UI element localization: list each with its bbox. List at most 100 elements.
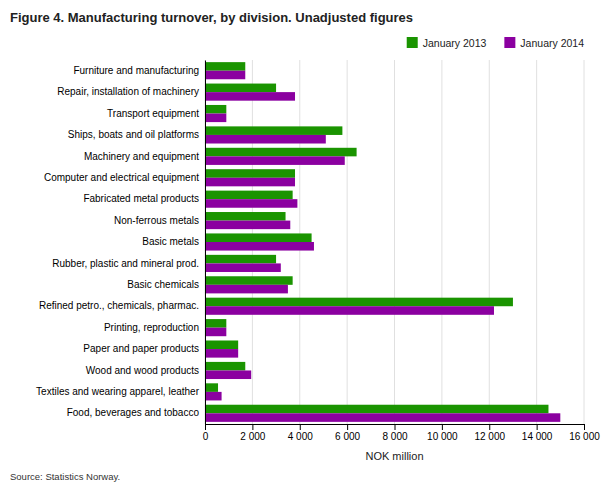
category-label: Printing, reproduction — [104, 322, 199, 333]
tick-mark — [300, 424, 301, 430]
tick-label: 16 000 — [569, 431, 600, 442]
bar — [205, 148, 357, 157]
bar — [205, 191, 293, 200]
grid-line — [489, 60, 490, 424]
legend-item: January 2013 — [407, 37, 487, 49]
category-label: Paper and paper products — [83, 343, 199, 354]
tick: 12 000 — [474, 424, 505, 442]
legend-swatch — [504, 37, 515, 48]
tick: Fabricated metal products — [83, 193, 205, 204]
grid-line — [536, 60, 537, 424]
tick-label: 4 000 — [288, 431, 313, 442]
bar — [205, 306, 494, 315]
tick: Refined petro., chemicals, pharmac. — [39, 300, 205, 311]
bar — [205, 242, 314, 251]
bar — [205, 383, 218, 392]
tick: Basic chemicals — [127, 279, 205, 290]
legend-swatch — [407, 37, 418, 48]
legend-label: January 2014 — [520, 37, 584, 49]
tick: Basic metals — [142, 236, 205, 247]
legend: January 2013 January 2014 — [407, 37, 584, 49]
bar — [205, 298, 513, 307]
tick: Rubber, plastic and mineral prod. — [52, 258, 205, 269]
category-label: Computer and electrical equipment — [44, 172, 199, 183]
category-label: Non-ferrous metals — [114, 215, 199, 226]
tick-mark — [395, 424, 396, 430]
y-axis: Food, beverages and tobacco Textiles and … — [36, 61, 205, 425]
tick-label: 10 000 — [427, 431, 458, 442]
tick: Repair, installation of machinery — [57, 86, 205, 97]
bar — [205, 135, 326, 144]
grid-line — [205, 60, 206, 424]
bar — [205, 319, 226, 328]
bar — [205, 199, 297, 208]
tick: 6 000 — [335, 424, 360, 442]
tick-mark — [537, 424, 538, 430]
tick-label: 0 — [203, 431, 209, 442]
bar — [205, 392, 222, 401]
bar — [205, 178, 295, 187]
legend-label: January 2013 — [423, 37, 487, 49]
bar — [205, 340, 238, 349]
category-label: Repair, installation of machinery — [57, 86, 199, 97]
bar — [205, 285, 288, 294]
bar — [205, 233, 312, 242]
tick-label: 14 000 — [522, 431, 553, 442]
tick-mark — [489, 424, 490, 430]
grid — [205, 60, 584, 424]
bar — [205, 105, 226, 114]
grid-line — [347, 60, 348, 424]
tick-mark — [205, 424, 206, 430]
category-label: Fabricated metal products — [83, 193, 199, 204]
bar — [205, 349, 238, 358]
category-label: Ships, boats and oil platforms — [68, 129, 199, 140]
tick: 10 000 — [427, 424, 458, 442]
tick: 2 000 — [240, 424, 265, 442]
grid-line — [441, 60, 442, 424]
bar — [205, 84, 276, 93]
category-label: Machinery and equipment — [84, 151, 199, 162]
legend-item: January 2014 — [504, 37, 584, 49]
bar-series — [205, 62, 548, 413]
bar — [205, 328, 226, 337]
category-label: Refined petro., chemicals, pharmac. — [39, 300, 199, 311]
tick-mark — [442, 424, 443, 430]
bar — [205, 276, 293, 285]
tick: Transport equipment — [107, 108, 205, 119]
bar — [205, 413, 560, 422]
tick: Paper and paper products — [83, 343, 205, 354]
bar — [205, 169, 295, 178]
tick: Machinery and equipment — [84, 151, 205, 162]
tick: Computer and electrical equipment — [44, 172, 205, 183]
grid-line — [394, 60, 395, 424]
tick-mark — [584, 424, 585, 430]
tick-label: 6 000 — [335, 431, 360, 442]
bar-series — [205, 71, 560, 422]
tick: Non-ferrous metals — [114, 215, 205, 226]
annotation: Source: Statistics Norway. — [10, 471, 120, 482]
tick: 16 000 — [569, 424, 600, 442]
bar — [205, 212, 286, 221]
grid-line — [584, 60, 585, 424]
bar — [205, 92, 295, 101]
bar — [205, 126, 342, 135]
bar — [205, 156, 345, 165]
bar — [205, 405, 548, 414]
bar — [205, 263, 281, 272]
category-label: Textiles and wearing apparel, leather — [36, 386, 200, 397]
category-label: Transport equipment — [107, 108, 199, 119]
bars — [205, 62, 560, 422]
tick-label: 2 000 — [240, 431, 265, 442]
tick-label: 8 000 — [382, 431, 407, 442]
bar — [205, 370, 251, 379]
chart: Figure 4. Manufacturing turnover, by div… — [0, 0, 610, 488]
tick: Food, beverages and tobacco — [67, 407, 205, 418]
category-label: Basic chemicals — [127, 279, 199, 290]
tick-mark — [252, 424, 253, 430]
axis-line — [206, 425, 585, 431]
category-label: Food, beverages and tobacco — [67, 407, 200, 418]
category-label: Basic metals — [142, 236, 199, 247]
tick: 8 000 — [382, 424, 407, 442]
tick-label: 12 000 — [474, 431, 505, 442]
tick: Ships, boats and oil platforms — [68, 129, 205, 140]
